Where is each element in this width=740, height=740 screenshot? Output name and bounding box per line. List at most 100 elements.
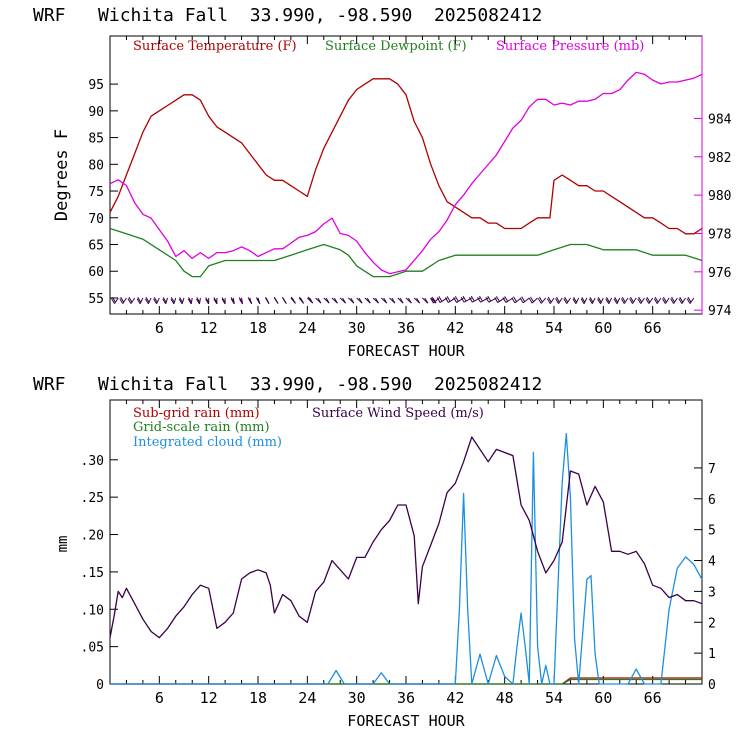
x-tick-label: 48 [496, 319, 514, 337]
series-line-surface-wind-speed-m-s [109, 436, 703, 639]
wind-barb [364, 297, 371, 304]
bottom-series [109, 432, 703, 685]
legend-cloud: Integrated cloud (mm) [133, 435, 282, 450]
y-tick-label: .05 [81, 641, 104, 656]
x-tick-label: 30 [348, 319, 366, 337]
wind-barbs [111, 295, 695, 305]
wind-barb [372, 297, 379, 304]
x-tick-label: 42 [446, 319, 464, 337]
y2-tick-label: 7 [708, 462, 716, 477]
wind-barb [178, 297, 185, 305]
x-tick-label: 60 [594, 319, 612, 337]
y2-tick-label: 6 [708, 493, 716, 508]
y2-tick-label: 3 [708, 585, 716, 600]
wind-barb [119, 296, 127, 304]
wind-barb [422, 297, 429, 304]
wind-barb [238, 297, 243, 305]
y2-tick-label: 976 [708, 266, 731, 281]
wind-barb [306, 296, 314, 304]
wind-barb [221, 297, 226, 305]
legend-grid-rain: Grid-scale rain (mm) [133, 420, 270, 435]
wind-barb [436, 296, 448, 303]
wind-barb [605, 297, 613, 305]
wind-barb [290, 296, 296, 304]
wind-barb [282, 296, 287, 304]
top-chart-title: WRF Wichita Fall 33.990, -98.590 2025082… [33, 5, 542, 26]
y2-tick-label: 974 [708, 304, 732, 319]
wind-barb [588, 297, 596, 305]
wind-barb [645, 296, 654, 304]
bottom-chart-title: WRF Wichita Fall 33.990, -98.590 2025082… [33, 374, 542, 395]
y-tick-label: 65 [88, 239, 104, 254]
wind-barb [255, 297, 261, 305]
x-tick-label: 24 [298, 689, 316, 707]
y2-tick-label: 978 [708, 227, 731, 242]
wind-barb [686, 296, 695, 304]
x-tick-label: 48 [496, 689, 514, 707]
top-y-ticks: 55 60 65 70 75 80 85 90 95 [88, 78, 118, 307]
x-tick-label: 60 [594, 689, 612, 707]
top-plot-frame [109, 35, 703, 315]
top-y2-ticks: 974 976 978 980 982 984 [694, 112, 732, 319]
wind-barb [537, 296, 547, 304]
y-tick-label: .20 [81, 529, 104, 544]
x-tick-label: 30 [348, 689, 366, 707]
x-tick-label: 6 [155, 689, 164, 707]
wind-barb [444, 296, 456, 303]
wind-barb [162, 297, 169, 305]
wind-barb [613, 297, 621, 305]
wind-barb [555, 296, 563, 304]
bottom-y-axis-label: mm [55, 536, 71, 553]
y2-tick-label: 0 [708, 678, 716, 693]
x-tick-label: 66 [644, 689, 662, 707]
wind-barb [661, 296, 670, 304]
wind-barb [170, 297, 177, 305]
wind-barb [546, 296, 555, 304]
x-tick-label: 24 [298, 319, 316, 337]
y-tick-label: .15 [81, 566, 104, 581]
y2-tick-label: 982 [708, 151, 731, 166]
x-tick-label: 54 [545, 689, 563, 707]
y-tick-label: 85 [88, 132, 104, 147]
top-series [109, 71, 703, 278]
wind-barb [230, 297, 235, 305]
wind-barb [494, 296, 505, 303]
wind-barb [213, 297, 218, 305]
wind-barb [485, 295, 497, 303]
top-x-ticks: 6 12 18 24 30 36 42 48 54 60 66 [125, 36, 687, 337]
y-tick-label: .10 [81, 603, 104, 618]
series-line-grid-scale-rain-mm [110, 678, 702, 685]
wind-barb [380, 297, 388, 304]
wind-barb [637, 296, 645, 304]
legend-wind-speed: Surface Wind Speed (m/s) [312, 406, 484, 421]
wind-barb [323, 297, 330, 304]
wind-barb [264, 297, 270, 305]
wind-barb [153, 297, 160, 305]
x-tick-label: 12 [200, 319, 218, 337]
wind-barb [511, 296, 522, 304]
wind-barb [670, 296, 678, 304]
y-tick-label: .25 [81, 491, 104, 506]
wind-barb [413, 297, 421, 304]
series-line-surface-temperature-f [109, 78, 703, 235]
wind-barb [205, 297, 210, 305]
y-tick-label: 90 [88, 105, 104, 120]
y2-tick-label: 5 [708, 524, 716, 539]
x-tick-label: 18 [249, 689, 267, 707]
x-tick-label: 42 [446, 689, 464, 707]
wind-barb [563, 296, 571, 304]
wind-barb [315, 297, 322, 304]
wind-barb [348, 297, 355, 304]
y-tick-label: 70 [88, 212, 104, 227]
y-tick-label: 95 [88, 78, 104, 93]
bottom-y2-ticks: 0 1 2 3 4 5 6 7 [694, 462, 716, 693]
wind-barb [528, 296, 538, 304]
wind-barb [502, 296, 514, 303]
wind-barb [678, 296, 686, 304]
x-tick-label: 18 [249, 319, 267, 337]
legend-subgrid-rain: Sub-grid rain (mm) [133, 406, 260, 421]
wind-barb [519, 296, 530, 304]
legend-temperature: Surface Temperature (F) [133, 39, 297, 54]
wind-barb [247, 297, 253, 305]
